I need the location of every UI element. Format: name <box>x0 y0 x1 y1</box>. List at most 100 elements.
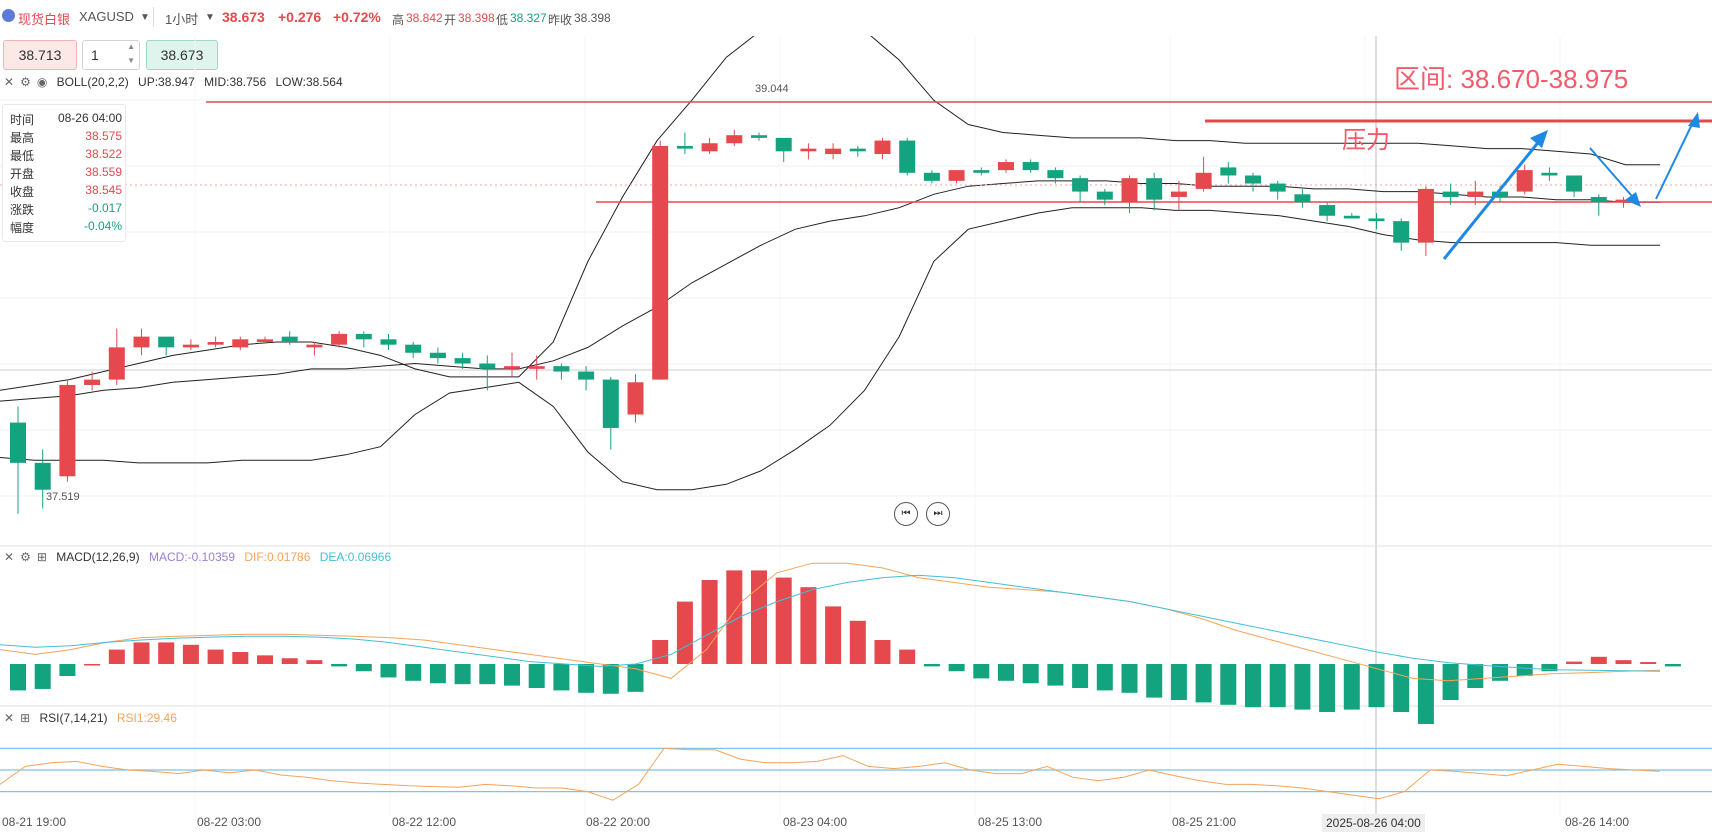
candle <box>751 132 767 141</box>
time-tick-label: 08-22 20:00 <box>586 815 650 829</box>
rsi-name: RSI(7,14,21) <box>39 711 108 725</box>
last-price: 38.673 <box>222 9 265 25</box>
boll-legend: ✕ ⚙ ◉ BOLL(20,2,2) UP:38.947 MID:38.756 LO… <box>4 75 349 89</box>
macd-bar <box>1220 664 1237 705</box>
close-icon[interactable]: ✕ <box>4 550 15 564</box>
scroll-right-button[interactable]: ⏭ <box>926 502 950 526</box>
macd-bar <box>306 660 323 664</box>
tooltip-value: 38.575 <box>85 129 122 143</box>
boll-mid-line <box>0 180 1660 402</box>
candle <box>800 143 817 160</box>
time-tick-label: 08-22 12:00 <box>392 815 456 829</box>
macd-legend: ✕ ⚙ ⊞ MACD(12,26,9) MACD:-0.10359 DIF:0.01… <box>4 550 397 564</box>
dea-value: DEA:0.06966 <box>319 550 392 564</box>
candle <box>578 366 595 391</box>
candle <box>899 137 916 176</box>
candle <box>1516 164 1533 195</box>
candle <box>627 374 644 423</box>
time-tick-label: 08-25 13:00 <box>978 815 1042 829</box>
macd-bar <box>602 664 619 694</box>
time-tick-label: 08-26 14:00 <box>1565 815 1629 829</box>
macd-bar <box>84 664 101 666</box>
macd-bar <box>775 577 792 664</box>
candle <box>1319 202 1336 222</box>
up-arrow-2-head <box>1688 112 1700 128</box>
boll-up: UP:38.947 <box>138 75 195 89</box>
candle <box>701 137 718 154</box>
quantity-stepper[interactable]: 1 ▲ ▼ <box>82 40 140 70</box>
candle <box>1269 180 1286 200</box>
macd-bar <box>1269 664 1286 708</box>
candle <box>306 342 323 356</box>
macd-bar <box>1368 664 1385 708</box>
candle <box>355 331 372 348</box>
price-chart[interactable]: 区间: 38.670-38.975 压力 39.044 37.519 08-21… <box>0 36 1712 836</box>
dif-line <box>0 562 1661 682</box>
symbol-code[interactable]: XAGUSD <box>79 9 134 24</box>
candle <box>84 371 101 391</box>
settings-icon[interactable]: ⚙ <box>20 550 31 564</box>
settings-icon[interactable]: ⚙ <box>20 75 31 89</box>
macd-bar <box>1047 664 1064 686</box>
open-label: 开 <box>444 13 457 27</box>
close-icon[interactable]: ✕ <box>4 75 15 89</box>
time-tick-label: 08-21 19:00 <box>2 815 66 829</box>
candle <box>652 140 669 380</box>
low-value: 38.327 <box>510 11 547 25</box>
macd-bar <box>1442 664 1459 700</box>
interval-select[interactable]: 1小时 <box>165 12 199 27</box>
quantity-value: 1 <box>91 47 99 63</box>
bollinger-bands <box>0 36 1660 491</box>
candle <box>726 129 743 146</box>
expand-icon[interactable]: ⊞ <box>36 550 47 564</box>
candle <box>281 331 298 345</box>
header-divider <box>153 7 154 27</box>
macd-bar <box>553 664 570 691</box>
symbol-dropdown-icon[interactable]: ▼ <box>140 12 150 23</box>
close-icon[interactable]: ✕ <box>4 711 15 725</box>
macd-bar <box>1121 664 1138 693</box>
macd-bar <box>504 664 520 686</box>
down-arrow-head <box>1625 192 1641 207</box>
up-arrow-1-head <box>1530 130 1548 148</box>
candle <box>1146 172 1163 211</box>
macd-bar <box>1022 664 1039 684</box>
macd-bar <box>479 664 496 685</box>
tooltip-label: 开盘 <box>10 167 35 181</box>
stepper-up-icon[interactable]: ▲ <box>127 42 135 51</box>
macd-bar <box>59 664 76 676</box>
macd-bar <box>1146 664 1163 698</box>
macd-bar <box>825 606 842 664</box>
trend-arrows <box>1442 112 1700 260</box>
high-label: 高 <box>392 13 405 27</box>
symbol-name[interactable]: 现货白银 <box>18 12 71 27</box>
candle <box>207 336 224 348</box>
tooltip-label: 收盘 <box>10 185 35 199</box>
time-tick-label: 08-22 03:00 <box>197 815 261 829</box>
buy-button[interactable]: 38.673 <box>146 40 218 70</box>
candle <box>1220 162 1237 184</box>
tooltip-value: 08-26 04:00 <box>57 111 122 125</box>
expand-icon[interactable]: ⊞ <box>20 711 31 725</box>
boll-mid: MID:38.756 <box>204 75 267 89</box>
sell-button[interactable]: 38.713 <box>3 40 77 70</box>
candle <box>1467 180 1484 206</box>
candle <box>108 328 125 385</box>
stepper-down-icon[interactable]: ▼ <box>127 56 135 65</box>
candle <box>1541 167 1558 181</box>
macd-bar <box>405 664 422 681</box>
macd-bar <box>355 664 372 672</box>
up-arrow-1 <box>1442 133 1547 260</box>
macd-bar <box>1615 660 1632 664</box>
macd-bar <box>281 658 298 664</box>
interval-dropdown-icon[interactable]: ▼ <box>205 12 215 23</box>
macd-bar <box>998 664 1014 681</box>
low-label: 低 <box>496 13 509 27</box>
candle <box>10 406 26 514</box>
candle <box>602 376 619 450</box>
candle <box>1615 196 1632 208</box>
resistance-annotation: 压力 <box>1342 127 1390 154</box>
macd-bar <box>1245 664 1261 708</box>
eye-icon[interactable]: ◉ <box>36 75 48 89</box>
scroll-left-button[interactable]: ⏮ <box>894 502 918 526</box>
